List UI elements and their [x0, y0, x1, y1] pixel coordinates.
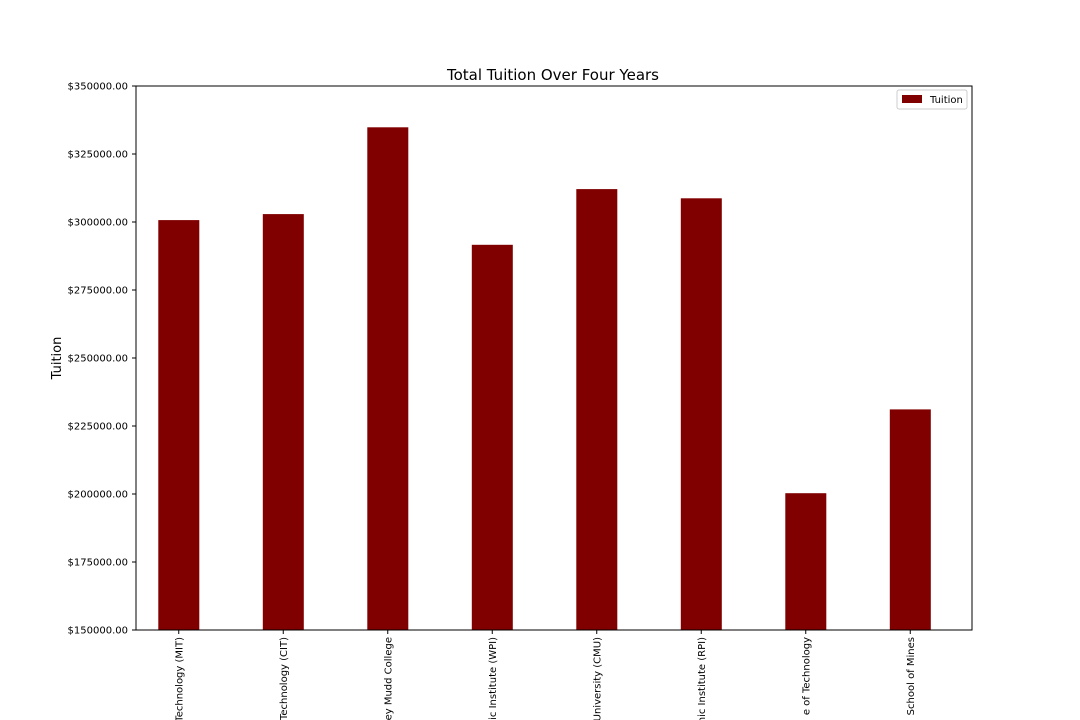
chart-title: Total Tuition Over Four Years [446, 66, 659, 84]
x-tick-label-5: nic Institute (RPI) [697, 637, 708, 720]
legend: Tuition [896, 89, 968, 110]
x-tick-label-7: School of Mines [906, 637, 917, 715]
y-tick-label-7: $325000.00 [68, 150, 128, 161]
bar-2 [367, 127, 409, 631]
y-tick-label-5: $275000.00 [68, 286, 128, 297]
legend-box [896, 89, 968, 110]
x-tick-label-0: Technology (MIT) [174, 637, 185, 720]
y-tick-label-2: $200000.00 [68, 490, 128, 501]
y-axis: $150000.00 $175000.00 $200000.00 $225000.00… [68, 82, 136, 637]
y-tick-label-3: $225000.00 [68, 422, 128, 433]
y-tick-label-6: $300000.00 [68, 218, 128, 229]
x-tick-label-1: Technology (CIT) [279, 637, 290, 720]
bar-4 [576, 189, 618, 630]
x-axis: Technology (MIT) Technology (CIT) ey Mudd … [174, 630, 917, 720]
y-tick-label-8: $350000.00 [68, 82, 128, 93]
y-tick-label-0: $150000.00 [68, 626, 128, 637]
x-tick-label-4: University (CMU) [592, 637, 603, 720]
bars-group [158, 127, 931, 631]
x-tick-label-6: e of Technology [801, 637, 812, 715]
bar-6 [785, 493, 827, 630]
legend-label-tuition: Tuition [929, 95, 963, 106]
legend-swatch [902, 95, 922, 103]
x-tick-label-2: ey Mudd College [383, 637, 394, 720]
plot-area-frame [135, 85, 973, 631]
bar-0 [158, 220, 200, 630]
y-tick-label-4: $250000.00 [68, 354, 128, 365]
x-tick-label-3: ic Institute (WPI) [488, 637, 499, 720]
y-tick-label-1: $175000.00 [68, 558, 128, 569]
bar-3 [471, 244, 513, 631]
bar-7 [889, 409, 931, 630]
y-axis-label: Tuition [50, 337, 65, 381]
bar-5 [680, 198, 722, 631]
bar-1 [262, 214, 304, 630]
